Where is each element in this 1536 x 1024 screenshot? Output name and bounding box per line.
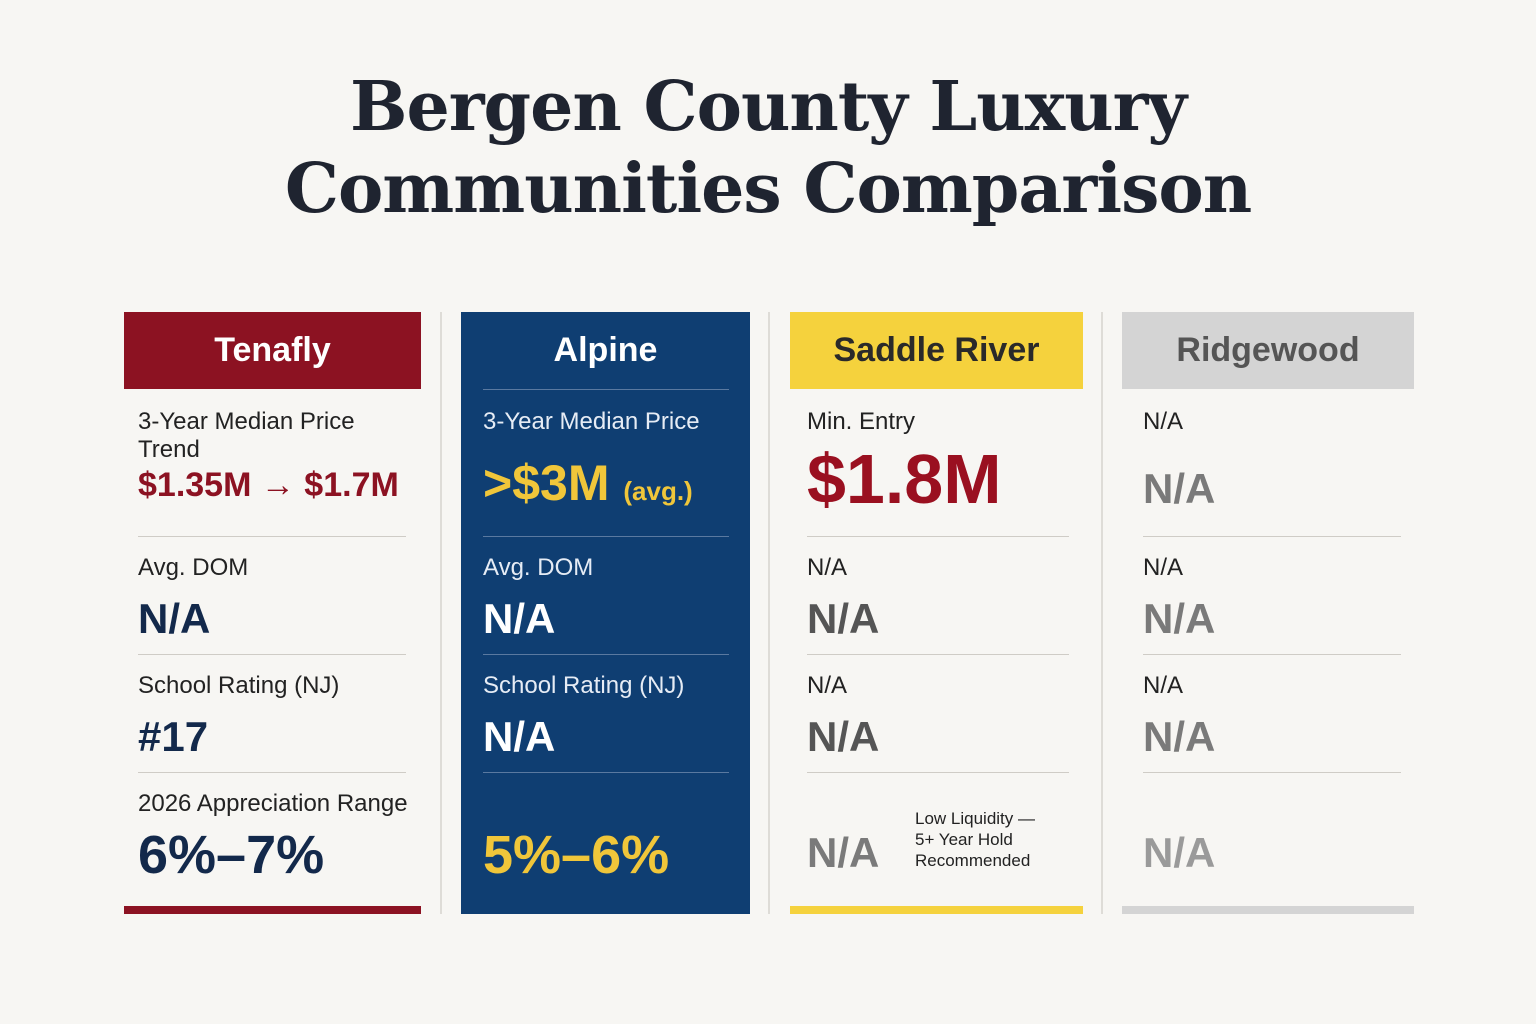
- column-divider: [440, 312, 442, 914]
- column-ridgewood: Ridgewood N/A N/A N/A N/A N/A N/A N/A: [1122, 312, 1414, 914]
- column-saddle-river: Saddle River Min. Entry $1.8M N/A N/A N/…: [790, 312, 1083, 914]
- row-separator: [1143, 772, 1401, 773]
- metric-label: N/A: [1143, 672, 1184, 699]
- metric-value: N/A: [138, 595, 211, 642]
- metric-value-main: >$3M: [483, 455, 610, 511]
- row-separator: [138, 654, 406, 655]
- metric-value: 6%–7%: [138, 825, 325, 885]
- row-separator: [483, 536, 729, 537]
- metric-label: 3-Year Median Price Trend: [138, 408, 355, 463]
- metric-value: N/A: [1143, 595, 1216, 642]
- row-separator: [138, 772, 406, 773]
- metric-label: Avg. DOM: [483, 554, 594, 581]
- liquidity-note: Low Liquidity — 5+ Year Hold Recommended: [915, 809, 1036, 870]
- page-title: Bergen County Luxury Communities Compari…: [0, 66, 1536, 230]
- column-alpine: Alpine 3-Year Median Price >$3M (avg.) A…: [461, 312, 750, 914]
- metric-value: $1.35M → $1.7M: [138, 466, 399, 504]
- row-separator: [807, 772, 1069, 773]
- metric-label: Avg. DOM: [138, 554, 249, 581]
- column-header-saddle-river: Saddle River: [790, 312, 1083, 389]
- column-accent-bar: [124, 906, 421, 914]
- column-header-alpine: Alpine: [553, 331, 658, 369]
- column-header-ridgewood: Ridgewood: [1122, 312, 1414, 389]
- column-accent-bar: [790, 906, 1083, 914]
- column-header-tenafly: Tenafly: [124, 312, 421, 389]
- row-separator: [483, 389, 729, 390]
- row-separator: [1143, 536, 1401, 537]
- row-separator: [807, 536, 1069, 537]
- metric-value: $1.8M: [807, 440, 1002, 518]
- page-title-line-2: Communities Comparison: [284, 149, 1252, 229]
- column-divider: [768, 312, 770, 914]
- column-accent-bar: [1122, 906, 1414, 914]
- metric-label: 3-Year Median Price: [483, 408, 700, 435]
- metric-value: N/A: [807, 829, 880, 876]
- metric-label: N/A: [1143, 408, 1184, 435]
- metric-value: N/A: [807, 713, 880, 760]
- metric-value: #17: [138, 713, 209, 760]
- metric-value: N/A: [483, 595, 556, 642]
- column-tenafly: Tenafly 3-Year Median Price Trend $1.35M…: [124, 312, 421, 914]
- metric-label: N/A: [1143, 554, 1184, 581]
- column-divider: [1101, 312, 1103, 914]
- row-separator: [807, 654, 1069, 655]
- metric-value: 5%–6%: [483, 825, 670, 885]
- metric-label: 2026 Appreciation Range: [138, 790, 408, 817]
- metric-value: N/A: [1143, 713, 1216, 760]
- metric-value: N/A: [807, 595, 880, 642]
- metric-value: N/A: [1143, 465, 1216, 512]
- metric-value-suffix: (avg.): [623, 476, 693, 506]
- metric-value: N/A: [1143, 829, 1216, 876]
- metric-label: N/A: [807, 554, 848, 581]
- metric-label: Min. Entry: [807, 408, 916, 435]
- metric-label: N/A: [807, 672, 848, 699]
- page-title-line-1: Bergen County Luxury: [349, 67, 1187, 147]
- row-separator: [483, 772, 729, 773]
- row-separator: [483, 654, 729, 655]
- metric-value: >$3M (avg.): [483, 458, 693, 508]
- metric-label: School Rating (NJ): [483, 672, 685, 699]
- metric-value: N/A: [483, 713, 556, 760]
- metric-label: School Rating (NJ): [138, 672, 340, 699]
- row-separator: [1143, 654, 1401, 655]
- row-separator: [138, 536, 406, 537]
